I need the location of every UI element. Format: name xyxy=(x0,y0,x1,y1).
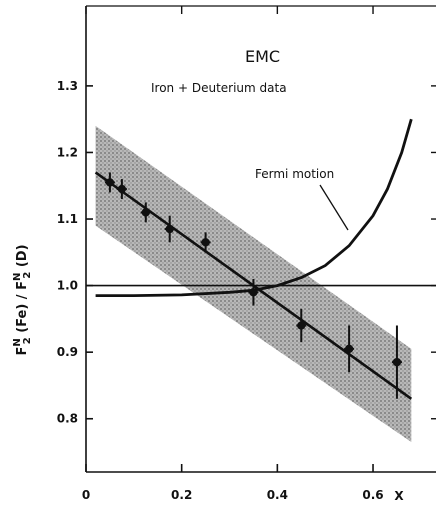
data-point xyxy=(249,288,258,297)
ylabel-sup-1: N xyxy=(12,338,23,346)
y-tick-label: 1.2 xyxy=(57,145,78,159)
x-tick-label: 0 xyxy=(82,488,90,502)
annotation-leader-line xyxy=(319,184,349,231)
x-tick-label: 0.6 xyxy=(362,488,383,502)
ylabel-f-1: F xyxy=(15,347,30,356)
svg-text:FN2 (Fe) / FN2 (D): FN2 (Fe) / FN2 (D) xyxy=(12,244,33,355)
data-point xyxy=(117,184,127,194)
data-point xyxy=(344,344,354,354)
data-point xyxy=(105,178,115,187)
ylabel-middle: (Fe) / xyxy=(15,290,30,337)
chart-subtitle: Iron + Deuterium data xyxy=(151,81,287,95)
data-point xyxy=(165,224,174,234)
data-point xyxy=(297,321,306,330)
y-tick-label: 0.8 xyxy=(57,412,78,426)
x-tick-label: 0.2 xyxy=(171,488,192,502)
annotation-fermi-motion: Fermi motion xyxy=(255,167,334,181)
data-point xyxy=(392,357,402,367)
y-tick-label: 1.1 xyxy=(57,212,78,226)
y-tick-label: 1.0 xyxy=(57,279,78,293)
ylabel-f-2: F xyxy=(15,281,30,290)
tick-layer: 0.8 0.9 1.0 1.1 1.2 1.3 0 0.2 0.4 0.6 xyxy=(57,6,436,502)
x-tick-label: 0.4 xyxy=(267,488,288,502)
ylabel-sup-2: N xyxy=(12,273,23,281)
y-axis-label: FN2 (Fe) / FN2 (D) xyxy=(12,244,33,355)
ylabel-sub-2: 2 xyxy=(22,272,33,279)
chart-title: EMC xyxy=(245,47,280,66)
data-point xyxy=(141,208,150,217)
y-tick-label: 1.3 xyxy=(57,79,78,93)
point-layer xyxy=(104,172,402,399)
fermi-motion-curve xyxy=(95,118,413,297)
y-tick-label: 0.9 xyxy=(57,345,78,359)
ylabel-end: (D) xyxy=(15,244,30,271)
frame-layer xyxy=(85,5,436,473)
x-axis-label: X xyxy=(394,489,404,503)
data-point xyxy=(201,238,210,247)
ylabel-sub-1: 2 xyxy=(22,337,33,344)
